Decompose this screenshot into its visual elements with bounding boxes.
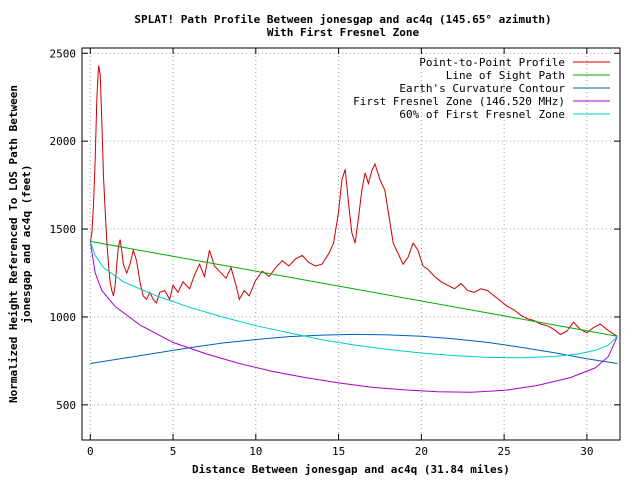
chart-title: SPLAT! Path Profile Between jonesgap and… (134, 13, 551, 26)
series-group (89, 65, 618, 393)
y-axis-label-line2: jonesgap and ac4q (feet) (20, 165, 33, 324)
legend-label: 60% of First Fresnel Zone (399, 108, 565, 121)
x-tick-label: 0 (87, 445, 94, 458)
series-line-line-of-sight-path (90, 240, 618, 337)
x-axis-label: Distance Between jonesgap and ac4q (31.8… (192, 463, 510, 476)
grid-lines (82, 48, 620, 440)
x-tick-label: 30 (580, 445, 593, 458)
x-tick-label: 10 (249, 445, 262, 458)
series-line-point-to-point-profile (89, 65, 618, 337)
legend-label: First Fresnel Zone (146.520 MHz) (353, 95, 565, 108)
series-line-first-fresnel-zone-146-520-mhz (89, 241, 618, 393)
x-tick-label: 20 (415, 445, 428, 458)
y-tick-label: 2500 (50, 47, 77, 60)
chart-subtitle: With First Fresnel Zone (267, 26, 420, 39)
y-tick-label: 500 (56, 399, 76, 412)
series-line-60-of-first-fresnel-zone (89, 241, 618, 359)
y-tick-label: 2000 (50, 135, 77, 148)
y-tick-label: 1500 (50, 223, 77, 236)
legend-label: Earth's Curvature Contour (399, 82, 565, 95)
axis-ticks: 0 5 10 15 20 25 30 500 1000 1500 2000 2500 (50, 47, 620, 458)
plot-frame (81, 47, 621, 441)
y-tick-label: 1000 (50, 311, 77, 324)
legend-label: Line of Sight Path (446, 69, 565, 82)
x-tick-label: 15 (332, 445, 345, 458)
legend-label: Point-to-Point Profile (419, 56, 565, 69)
y-axis-label-line1: Normalized Height Referenced To LOS Path… (7, 85, 20, 403)
x-tick-label: 25 (497, 445, 510, 458)
x-tick-label: 5 (170, 445, 177, 458)
series-line-earth-s-curvature-contour (90, 333, 618, 364)
